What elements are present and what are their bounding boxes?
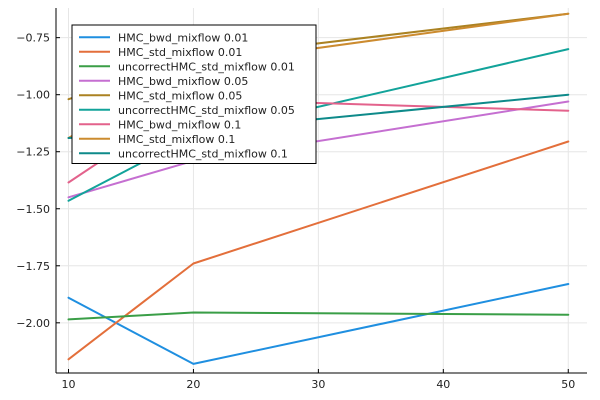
y-tick-label: −0.75 bbox=[16, 32, 50, 45]
y-tick-label: −2.00 bbox=[16, 317, 50, 330]
axes-layer: 10 20 30 40 50 −2.00 −1.75 −1.50 −1.25 −1.00 −0.75 bbox=[16, 8, 587, 391]
series-line-1 bbox=[67, 283, 570, 365]
legend: HMC_bwd_mixflow 0.01 HMC_std_mixflow 0.01… bbox=[71, 24, 317, 164]
legend-label: HMC_std_mixflow 0.1 bbox=[118, 133, 235, 146]
y-tick-label: −1.00 bbox=[16, 89, 50, 102]
y-tick-label: −1.25 bbox=[16, 146, 50, 159]
x-tick-label: 50 bbox=[561, 378, 575, 391]
legend-label: HMC_bwd_mixflow 0.01 bbox=[118, 31, 248, 44]
x-tick-label: 10 bbox=[61, 378, 75, 391]
legend-label: HMC_bwd_mixflow 0.05 bbox=[118, 75, 248, 88]
x-tick-label: 40 bbox=[436, 378, 450, 391]
legend-label: uncorrectHMC_std_mixflow 0.01 bbox=[118, 60, 295, 73]
series-line-2 bbox=[67, 140, 570, 361]
legend-label: HMC_std_mixflow 0.05 bbox=[118, 89, 242, 102]
x-tick-label: 20 bbox=[186, 378, 200, 391]
y-tick-label: −1.75 bbox=[16, 260, 50, 273]
legend-box bbox=[71, 24, 317, 164]
legend-label: HMC_std_mixflow 0.01 bbox=[118, 46, 242, 59]
x-tick-label: 30 bbox=[311, 378, 325, 391]
y-tick-label: −1.50 bbox=[16, 203, 50, 216]
legend-label: uncorrectHMC_std_mixflow 0.1 bbox=[118, 147, 288, 160]
series-line-3 bbox=[67, 311, 570, 321]
legend-label: HMC_bwd_mixflow 0.1 bbox=[118, 118, 241, 131]
legend-label: uncorrectHMC_std_mixflow 0.05 bbox=[118, 104, 295, 117]
